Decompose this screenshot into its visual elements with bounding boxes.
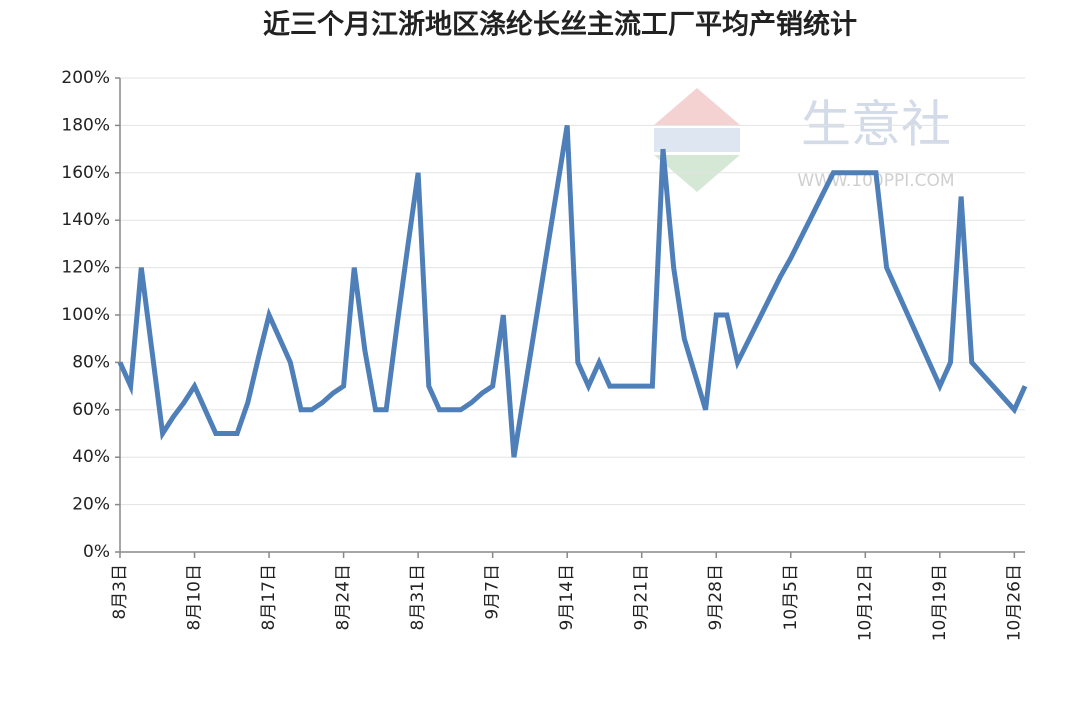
y-tick-label: 20% xyxy=(72,495,110,515)
data-line xyxy=(117,125,1028,458)
x-tick-label: 10月26日 xyxy=(1004,564,1024,641)
x-tick-label: 8月31日 xyxy=(408,564,428,630)
x-tick-label: 10月5日 xyxy=(781,564,801,630)
x-tick-label: 8月24日 xyxy=(334,564,354,630)
watermark-logo xyxy=(654,88,740,192)
y-tick-label: 160% xyxy=(61,163,110,183)
x-tick-label: 9月21日 xyxy=(632,564,652,630)
y-tick-label: 200% xyxy=(61,68,110,88)
x-tick-label: 9月7日 xyxy=(483,564,503,620)
x-tick-label: 10月12日 xyxy=(855,564,875,641)
x-tick-label: 9月14日 xyxy=(557,564,577,630)
x-tick-label: 10月19日 xyxy=(930,564,950,641)
y-tick-label: 140% xyxy=(61,210,110,230)
y-tick-label: 60% xyxy=(72,400,110,420)
x-tick-label: 9月28日 xyxy=(706,564,726,630)
chart-title: 近三个月江浙地区涤纶长丝主流工厂平均产销统计 xyxy=(263,9,857,41)
y-tick-label: 0% xyxy=(83,542,110,562)
y-tick-label: 80% xyxy=(72,352,110,372)
watermark: 生意社 xyxy=(801,96,951,154)
y-tick-label: 180% xyxy=(61,115,110,135)
x-tick-label: 8月3日 xyxy=(110,564,130,620)
y-tick-label: 100% xyxy=(61,305,110,325)
x-tick-label: 8月10日 xyxy=(185,564,205,630)
y-tick-label: 40% xyxy=(72,447,110,467)
y-tick-label: 120% xyxy=(61,258,110,278)
x-tick-label: 8月17日 xyxy=(259,564,279,630)
